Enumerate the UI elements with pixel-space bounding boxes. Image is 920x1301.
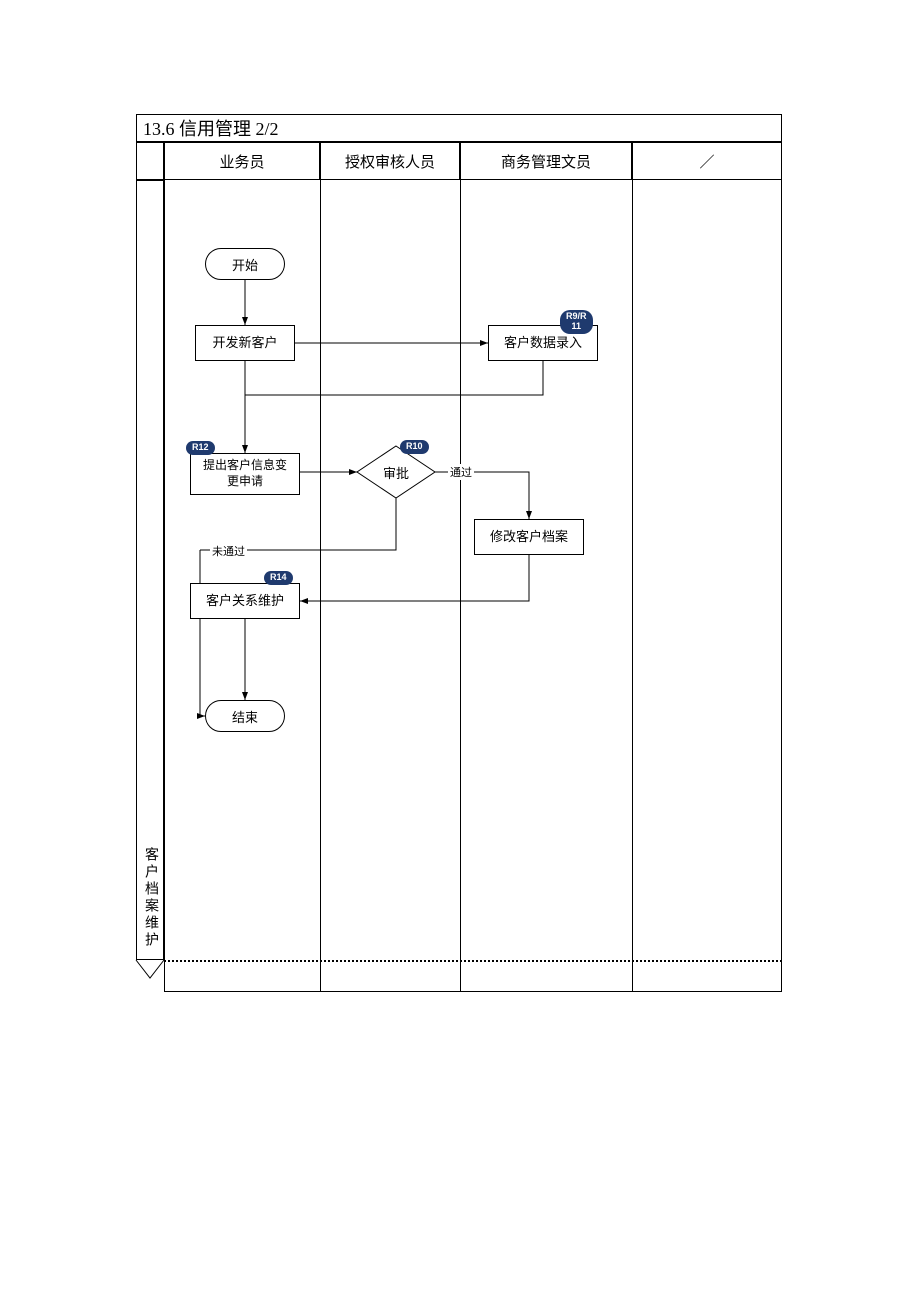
node-label: 开始 <box>232 255 258 274</box>
node-label: 开发新客户 <box>212 335 277 352</box>
node-label: 修改客户档案 <box>490 529 568 546</box>
badge-r9-r11: R9/R 11 <box>560 310 593 334</box>
node-modify-customer-file: 修改客户档案 <box>474 519 584 555</box>
node-label: 审批 <box>383 463 409 482</box>
node-label: 客户数据录入 <box>504 335 582 352</box>
node-change-request: 提出客户信息变 更申请 <box>190 453 300 495</box>
node-develop-customer: 开发新客户 <box>195 325 295 361</box>
node-label: 提出客户信息变 更申请 <box>203 458 287 489</box>
node-start: 开始 <box>205 248 285 280</box>
node-customer-relation-maint: 客户关系维护 <box>190 583 300 619</box>
flow-edges <box>0 0 920 1301</box>
node-label: 客户关系维护 <box>206 593 284 610</box>
badge-r10: R10 <box>400 440 429 454</box>
badge-r14: R14 <box>264 571 293 585</box>
node-end: 结束 <box>205 700 285 732</box>
page: 13.6 信用管理 2/2 业务员 授权审核人员 商务管理文员 ／ 客户档案维护 <box>0 0 920 1301</box>
badge-r12: R12 <box>186 441 215 455</box>
edge-label-pass: 通过 <box>448 464 474 480</box>
edge-label-fail: 未通过 <box>210 543 247 559</box>
node-label: 结束 <box>232 707 258 726</box>
